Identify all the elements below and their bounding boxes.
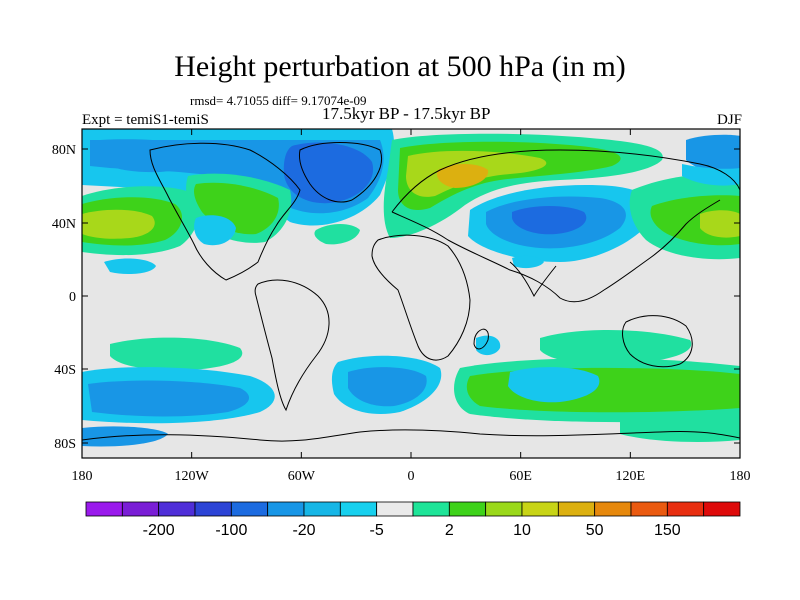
- field-region-mid-blue: [88, 380, 250, 417]
- colorbar-label: 10: [513, 522, 531, 539]
- coastline-madagascar: [473, 328, 489, 350]
- field-region-light-blue: [476, 335, 501, 356]
- period-label: 17.5kyr BP - 17.5kyr BP: [322, 104, 491, 123]
- colorbar-swatch: [267, 501, 305, 517]
- colorbar-swatch: [703, 501, 741, 517]
- colorbar-swatch: [85, 501, 123, 517]
- colorbar-swatch: [339, 501, 378, 517]
- shaded-field: [82, 129, 740, 458]
- lon-tick-label: 120E: [616, 469, 646, 484]
- colorbar-label: -100: [215, 522, 247, 539]
- field-region-mid-blue: [98, 139, 198, 173]
- field-region-yellow-green: [700, 210, 740, 238]
- season-label: DJF: [716, 112, 742, 128]
- colorbar-swatch: [376, 501, 414, 517]
- field-region-dark-blue: [283, 142, 374, 204]
- coastline-australia: [622, 315, 693, 368]
- colorbar-label: -5: [370, 522, 384, 539]
- field-region-light-blue: [512, 255, 544, 269]
- field-region-teal: [620, 415, 740, 442]
- colorbar-swatch: [448, 501, 487, 517]
- figure-title: Height perturbation at 500 hPa (in m): [174, 50, 626, 83]
- lat-tick-label: 80N: [52, 143, 76, 158]
- field-region-mid-blue: [82, 426, 168, 447]
- coastline-africa: [371, 234, 471, 361]
- coastline-greenland: [299, 142, 382, 203]
- coastline-south-america: [254, 279, 330, 412]
- experiment-label: Expt = temiS1-temiS: [82, 112, 209, 128]
- latitude-axis: 80N 40N 0 40S 80S: [52, 143, 740, 452]
- field-region-mid-blue: [348, 367, 427, 407]
- lat-tick-label: 40S: [54, 363, 76, 378]
- lon-tick-label: 120W: [175, 469, 210, 484]
- coastline-india: [509, 261, 557, 298]
- lon-tick-label: 180: [72, 469, 93, 484]
- coastline-north-america: [149, 142, 301, 281]
- colorbar-swatch: [557, 501, 596, 517]
- colorbar-label: 150: [654, 522, 681, 539]
- colorbar-swatch: [230, 501, 269, 517]
- colorbar-label: 50: [586, 522, 604, 539]
- field-region-yellow-green: [82, 209, 155, 239]
- lon-tick-label: 180: [730, 469, 751, 484]
- colorbar-swatch: [158, 501, 196, 517]
- lat-tick-label: 40N: [52, 217, 76, 232]
- field-region-teal: [314, 224, 360, 245]
- colorbar-label: -200: [143, 522, 175, 539]
- field-region-dark-blue: [512, 206, 587, 235]
- colorbar-swatch: [412, 501, 450, 517]
- stats-line: rmsd= 4.71055 diff= 9.17074e-09: [190, 93, 367, 108]
- lon-tick-label: 60E: [509, 469, 532, 484]
- field-region-teal: [540, 329, 692, 365]
- lon-tick-label: 60W: [288, 469, 316, 484]
- coastline-eurasia: [391, 149, 740, 303]
- colorbar-label: 2: [445, 522, 454, 539]
- colorbar-swatch: [521, 501, 559, 517]
- lat-tick-label: 0: [69, 290, 76, 305]
- colorbar-swatch: [303, 501, 341, 517]
- colorbar-swatch: [630, 501, 668, 517]
- colorbar-swatch: [194, 501, 232, 517]
- lat-tick-label: 80S: [54, 437, 76, 452]
- field-region-light-blue: [104, 258, 156, 274]
- field-region-teal: [110, 337, 243, 371]
- colorbar-swatch: [121, 501, 160, 517]
- field-region-light-blue: [194, 215, 236, 246]
- field-region-light-blue: [508, 367, 600, 403]
- coastlines: [82, 142, 740, 442]
- longitude-axis: 180 120W 60W 0 60E 120E 180: [72, 129, 751, 484]
- lon-tick-label: 0: [408, 469, 415, 484]
- field-region-orange: [436, 164, 489, 188]
- colorbar-swatch: [485, 501, 523, 517]
- coastline-antarctica: [82, 429, 740, 442]
- colorbar-swatch: [594, 501, 632, 517]
- colorbar-label: -20: [292, 522, 315, 539]
- field-region-light-blue: [682, 164, 740, 186]
- colorbar-swatch: [666, 501, 705, 517]
